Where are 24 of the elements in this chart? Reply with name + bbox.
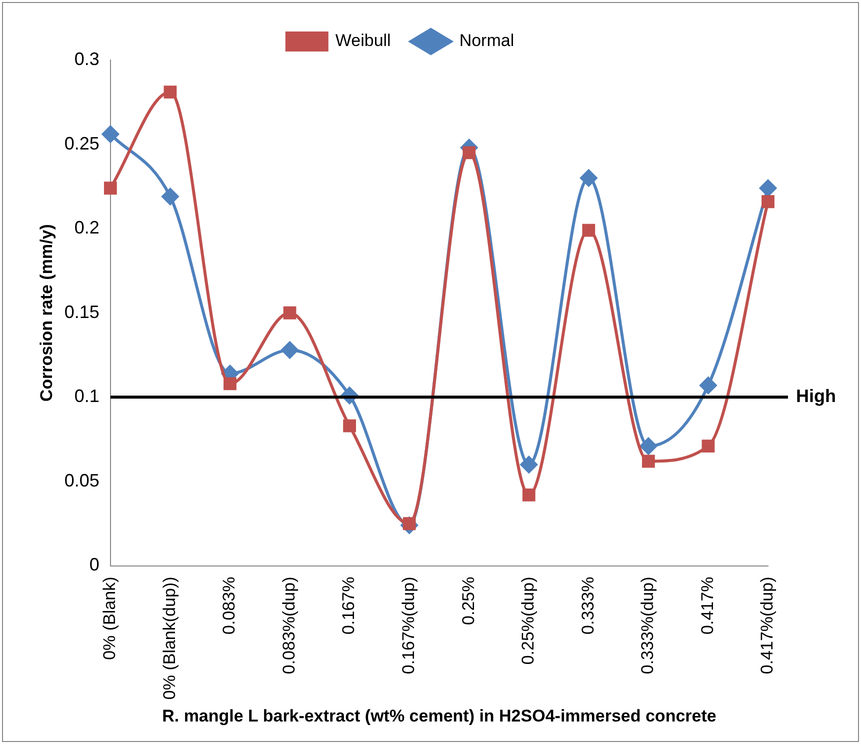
- x-tick-label: 0.083%(dup): [279, 576, 298, 674]
- x-tick-label: 0.083%: [220, 576, 239, 634]
- x-tick-label: 0.333%: [578, 576, 598, 634]
- x-tick-label: 0.167%(dup): [399, 576, 418, 674]
- x-tick-label: 0.167%: [339, 576, 358, 634]
- y-tick-label: 0.15: [64, 302, 100, 322]
- y-tick-label: 0.3: [74, 48, 100, 69]
- x-tick-label: 0.417%: [698, 576, 717, 634]
- y-tick-label: 0: [89, 554, 100, 575]
- legend-label: Normal: [459, 31, 514, 50]
- x-tick-label: 0.25%(dup): [518, 576, 538, 665]
- x-tick-label: 0% (Blank): [100, 576, 120, 660]
- y-tick-label: 0.25: [64, 133, 100, 154]
- legend-label: Weibull: [335, 31, 391, 50]
- x-tick-label: 0.25%: [458, 576, 478, 625]
- ref-line-label: High: [796, 386, 836, 406]
- y-tick-label: 0.1: [74, 386, 100, 406]
- x-axis-title: R. mangle L bark-extract (wt% cement) in H2SO4-immersed concrete: [162, 706, 716, 726]
- y-tick-label: 0.2: [74, 218, 100, 238]
- x-tick-label: 0.417%(dup): [758, 576, 777, 674]
- x-tick-label: 0% (Blank(dup)): [160, 576, 179, 700]
- y-axis-title: Corrosion rate (mm/y): [36, 224, 56, 402]
- x-tick-label: 0.333%(dup): [638, 576, 658, 674]
- y-tick-label: 0.05: [64, 470, 100, 490]
